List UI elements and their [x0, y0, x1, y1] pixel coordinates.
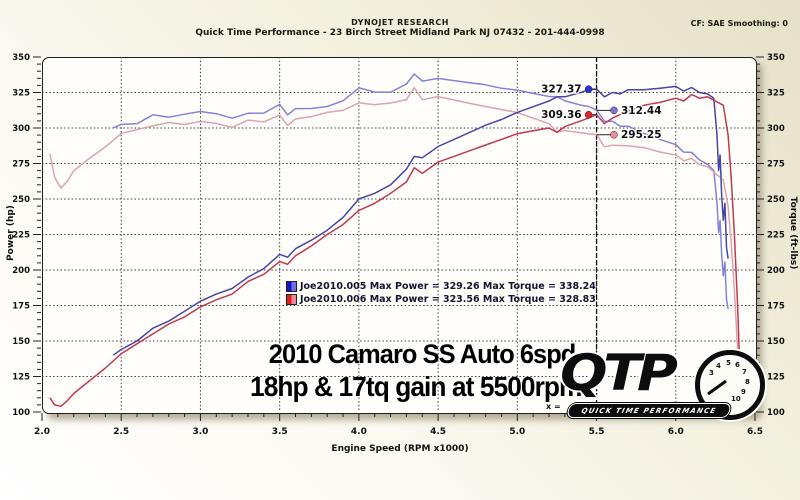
- gauge-number: 8: [745, 378, 750, 386]
- gain-note: 18hp & 17tq gain at 5500rpm: [250, 371, 582, 402]
- gauge-number: 5: [726, 359, 731, 367]
- svg-text:300: 300: [12, 124, 30, 134]
- power-axis-label: Power (hp): [6, 205, 16, 261]
- legend: Joe2010.005 Max Power = 329.26 Max Torqu…: [286, 280, 596, 306]
- curve-torque: [113, 73, 729, 310]
- svg-text:200: 200: [12, 266, 30, 276]
- svg-text:100: 100: [767, 408, 785, 418]
- legend-row-run006: Joe2010.006 Max Power = 323.56 Max Torqu…: [286, 293, 596, 306]
- legend-swatch-red: [286, 294, 297, 305]
- axis-ticks: 100 100 125 125 150 150 175 175 200 200 225 225 250 2…: [12, 53, 785, 437]
- svg-text:327.37: 327.37: [541, 84, 582, 96]
- svg-text:325: 325: [12, 89, 30, 99]
- legend-text-run006: Joe2010.006 Max Power = 323.56 Max Torqu…: [300, 294, 596, 305]
- svg-text:100: 100: [12, 408, 30, 418]
- legend-text-run005: Joe2010.005 Max Power = 329.26 Max Torqu…: [300, 281, 596, 292]
- cursor-markers: 327.37 312.44 309.36 295.25: [540, 82, 663, 142]
- svg-text:312.44: 312.44: [621, 105, 662, 117]
- x-equals-label: x =: [546, 402, 561, 411]
- gauge-number: 9: [741, 388, 746, 396]
- torque-axis-label: Torque (ft-lbs): [788, 196, 798, 270]
- gauge-needle-icon: [707, 379, 727, 396]
- svg-text:250: 250: [12, 195, 30, 205]
- svg-text:250: 250: [767, 195, 785, 205]
- gauge-number: 3: [709, 369, 714, 377]
- qtp-logo: 3 4 5 6 7 8 9 10 QTP QUICK TIME PERFORMA…: [560, 344, 765, 422]
- svg-text:175: 175: [12, 302, 30, 312]
- qtp-banner: QUICK TIME PERFORMANCE: [566, 403, 732, 418]
- svg-text:4.5: 4.5: [430, 427, 446, 437]
- dynojet-brand: DYNOJET RESEARCH: [351, 18, 449, 27]
- svg-text:2.0: 2.0: [34, 427, 50, 437]
- vehicle-title: 2010 Camaro SS Auto 6spd: [268, 339, 576, 369]
- svg-text:225: 225: [767, 231, 785, 241]
- svg-text:2.5: 2.5: [113, 427, 129, 437]
- curve-power: [49, 93, 740, 408]
- svg-text:3.5: 3.5: [272, 427, 288, 437]
- svg-text:300: 300: [767, 124, 785, 134]
- svg-text:6.5: 6.5: [747, 427, 763, 437]
- gauge-number: 7: [742, 368, 747, 376]
- legend-swatch-blue: [286, 281, 297, 292]
- svg-text:4.0: 4.0: [351, 427, 367, 437]
- legend-row-run005: Joe2010.005 Max Power = 329.26 Max Torqu…: [286, 280, 596, 293]
- svg-text:6.0: 6.0: [668, 427, 684, 437]
- qtp-banner-text: QUICK TIME PERFORMANCE: [580, 406, 718, 415]
- curve-power: [112, 85, 729, 356]
- correction-smoothing: CF: SAE Smoothing: 0: [690, 19, 788, 28]
- svg-text:175: 175: [767, 302, 785, 312]
- svg-text:295.25: 295.25: [621, 129, 662, 141]
- gridlines: [42, 57, 755, 412]
- svg-text:350: 350: [767, 53, 785, 63]
- curve-torque: [49, 86, 740, 389]
- annotation-block: 2010 Camaro SS Auto 6spd 18hp & 17tq gai…: [250, 338, 582, 404]
- svg-text:350: 350: [12, 53, 30, 63]
- qtp-wordmark: QTP: [560, 344, 678, 402]
- svg-text:5.5: 5.5: [589, 427, 605, 437]
- svg-text:125: 125: [12, 373, 30, 383]
- svg-text:150: 150: [12, 337, 30, 347]
- shop-address: Quick Time Performance - 23 Birch Street…: [195, 28, 605, 38]
- svg-text:5.0: 5.0: [509, 427, 525, 437]
- svg-text:275: 275: [767, 160, 785, 170]
- svg-text:309.36: 309.36: [541, 109, 582, 121]
- rpm-axis-label: Engine Speed (RPM x1000): [331, 444, 469, 454]
- gauge-number: 4: [716, 362, 721, 370]
- svg-text:325: 325: [767, 89, 785, 99]
- svg-text:3.0: 3.0: [192, 427, 208, 437]
- svg-text:275: 275: [12, 160, 30, 170]
- svg-text:125: 125: [767, 373, 785, 383]
- gauge-number: 6: [735, 361, 740, 369]
- svg-text:200: 200: [767, 266, 785, 276]
- svg-text:150: 150: [767, 337, 785, 347]
- dyno-curves: [49, 73, 740, 408]
- gauge-number: 10: [731, 395, 741, 403]
- svg-text:225: 225: [12, 231, 30, 241]
